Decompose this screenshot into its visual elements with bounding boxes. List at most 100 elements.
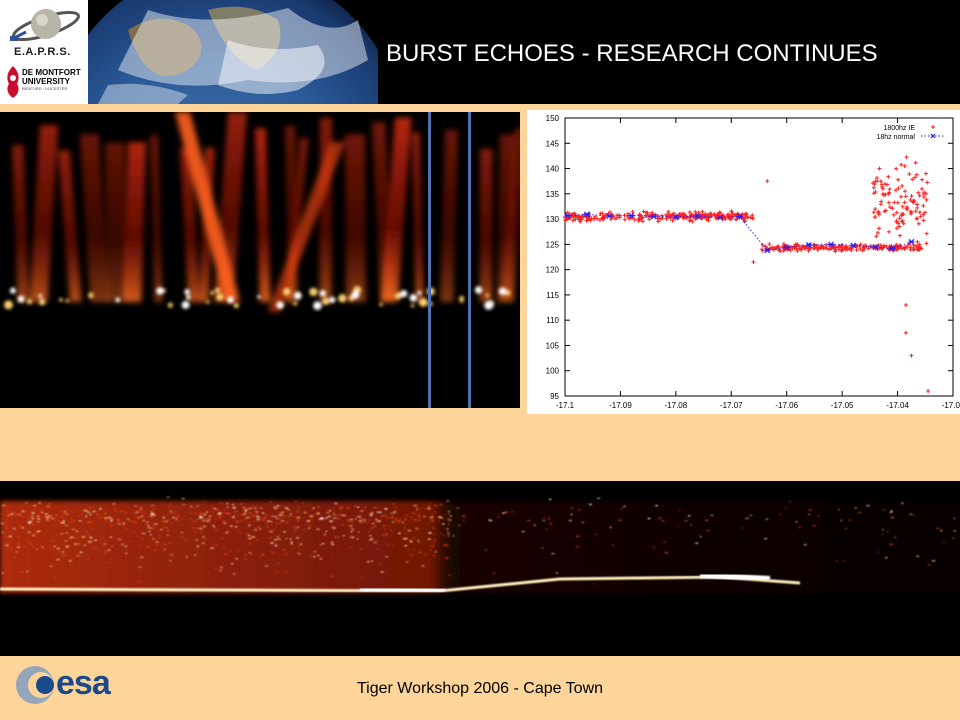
echo-speckle <box>433 539 436 541</box>
echo-speckle <box>163 544 167 546</box>
echo-speckle <box>380 515 384 518</box>
echo-speckle <box>265 522 268 524</box>
echo-speckle <box>253 520 256 523</box>
echo-speckle <box>172 517 175 519</box>
data-point-1800hz <box>666 211 671 216</box>
echo-speckle <box>320 517 323 519</box>
echo-speckle <box>104 513 107 515</box>
data-point-1800hz <box>913 209 918 214</box>
echo-speckle <box>38 502 40 504</box>
echo-speckle <box>269 531 274 533</box>
echo-speckle <box>858 511 861 514</box>
echo-speckle <box>334 517 337 519</box>
echo-speckle <box>393 512 395 514</box>
echo-speckle <box>404 533 408 535</box>
echo-speckle <box>104 519 108 521</box>
echo-speckle <box>243 558 248 560</box>
echo-speckle <box>881 533 884 536</box>
echo-speckle <box>196 547 200 550</box>
echo-speckle <box>196 518 199 521</box>
echo-speckle <box>251 506 254 508</box>
echo-speckle <box>15 551 18 553</box>
echo-speckle <box>214 529 218 532</box>
echo-speckle <box>838 509 841 511</box>
echo-speckle <box>416 509 418 511</box>
echo-speckle <box>462 519 465 522</box>
echo-speckle <box>303 511 307 514</box>
data-point-1800hz <box>885 182 890 187</box>
earth-globe-icon <box>88 0 378 104</box>
echo-speckle <box>341 514 345 516</box>
echo-speckle <box>229 549 232 552</box>
echo-speckle <box>570 507 573 509</box>
echo-speckle <box>336 515 339 517</box>
echo-speckle <box>424 508 427 510</box>
echo-speckle <box>196 545 200 547</box>
data-point-1800hz <box>795 249 800 254</box>
echo-hotspot <box>38 298 46 306</box>
echo-speckle <box>446 499 450 502</box>
x-tick-label: -17.04 <box>886 401 909 410</box>
echo-speckle <box>308 519 311 521</box>
echo-speckle <box>349 526 352 529</box>
echo-speckle <box>40 509 43 511</box>
echo-speckle <box>194 512 198 514</box>
echo-speckle <box>54 534 58 536</box>
data-point-1800hz <box>760 248 765 253</box>
echo-streak <box>345 134 366 302</box>
echo-speckle <box>360 510 364 512</box>
echo-speckle <box>75 530 79 532</box>
echo-speckle <box>213 526 216 528</box>
echo-speckle <box>32 512 35 514</box>
esa-logo-icon <box>16 666 54 704</box>
data-point-1800hz <box>708 211 713 216</box>
echo-speckle <box>206 520 210 523</box>
echo-speckle <box>403 527 406 529</box>
echo-speckle <box>330 541 334 543</box>
echo-speckle <box>65 545 70 547</box>
data-point-1800hz <box>593 214 598 219</box>
data-point-1800hz <box>913 160 918 165</box>
echo-speckle <box>332 513 336 516</box>
echo-speckle <box>72 528 76 531</box>
echo-speckle <box>196 505 200 507</box>
echo-speckle <box>313 514 316 516</box>
echo-speckle <box>246 508 248 510</box>
data-point-1800hz <box>728 217 733 222</box>
echo-speckle <box>0 518 4 520</box>
data-point-1800hz <box>891 212 896 217</box>
echo-speckle <box>326 512 330 514</box>
data-point-1800hz <box>878 179 883 184</box>
echo-speckle <box>430 515 433 518</box>
echo-speckle <box>247 534 251 537</box>
echo-speckle <box>49 565 53 567</box>
echo-speckle <box>351 521 354 523</box>
echo-speckle <box>214 568 217 570</box>
echo-speckle <box>411 512 414 514</box>
echo-speckle <box>54 576 57 578</box>
echo-speckle <box>169 512 173 514</box>
echo-speckle <box>162 517 166 519</box>
echo-speckle <box>308 515 311 517</box>
echo-speckle <box>206 518 210 521</box>
echo-speckle <box>313 551 317 553</box>
echo-speckle <box>413 513 417 515</box>
echo-hotspot <box>38 294 43 298</box>
echo-speckle <box>232 507 236 509</box>
echo-speckle <box>118 538 122 541</box>
echo-speckle <box>394 506 397 508</box>
echo-speckle <box>63 513 66 515</box>
echo-speckle <box>60 516 63 518</box>
echo-speckle <box>88 507 92 509</box>
echo-speckle <box>55 514 59 517</box>
echo-speckle <box>37 518 41 520</box>
echo-streak <box>105 142 128 302</box>
echo-speckle <box>229 513 232 515</box>
echo-speckle <box>195 539 198 541</box>
data-point-1800hz <box>903 194 908 199</box>
echo-speckle <box>41 512 44 514</box>
echo-speckle <box>409 554 414 556</box>
data-point-1800hz <box>894 226 899 231</box>
echo-hotspot <box>115 297 121 303</box>
echo-speckle <box>83 544 87 546</box>
